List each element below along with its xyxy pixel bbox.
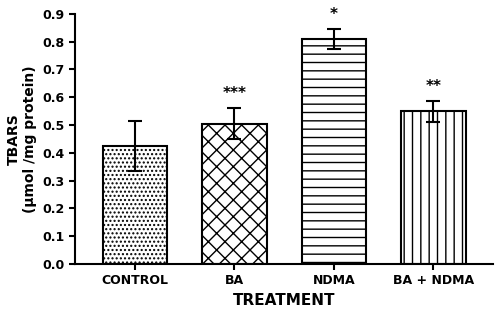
Text: **: ** bbox=[426, 79, 442, 94]
Text: *: * bbox=[330, 7, 338, 22]
Text: ***: *** bbox=[222, 86, 246, 101]
Y-axis label: TBARS
(μmol /mg protein): TBARS (μmol /mg protein) bbox=[7, 65, 37, 213]
X-axis label: TREATMENT: TREATMENT bbox=[233, 293, 336, 308]
Bar bbox=[302, 39, 366, 264]
Bar bbox=[102, 146, 168, 264]
Bar bbox=[202, 124, 267, 264]
Bar bbox=[401, 111, 466, 264]
